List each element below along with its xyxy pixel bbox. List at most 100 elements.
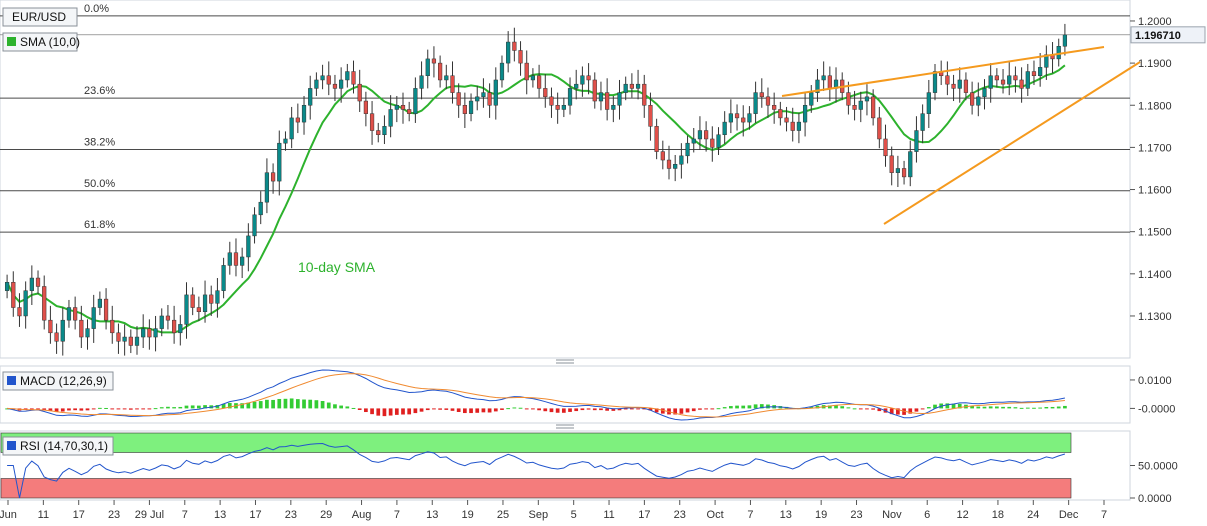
macd-histogram-bar [840,406,845,409]
candle-body [388,109,393,127]
candle-body [574,83,579,89]
candle-body [301,105,307,123]
macd-histogram-bar [561,408,566,413]
rsi-axis-label: 0.0000 [1138,493,1172,505]
macd-histogram-bar [370,408,374,415]
time-axis-label: 11 [603,509,614,521]
time-axis-label: 23 [674,509,686,521]
candle-body [1038,67,1043,76]
candle-body [1007,75,1012,85]
candle-body [908,151,913,178]
price-axis-label: 1.1600 [1138,185,1172,197]
candle-body [79,319,84,338]
candle-body [246,235,251,258]
macd-histogram-bar [623,408,628,410]
macd-legend-box[interactable] [2,371,114,391]
macd-histogram-bar [574,408,579,412]
sma-color-swatch [7,37,16,46]
macd-histogram-bar [289,398,294,409]
macd-histogram-bar [85,408,90,411]
candle-body [567,88,573,106]
candle-body [580,75,585,85]
splitter-handle-macd[interactable] [556,359,574,364]
macd-histogram-bar [759,404,764,409]
sma-legend-label: SMA (10,0) [20,35,80,49]
macd-histogram-bar [580,408,585,411]
rsi-legend-box[interactable] [2,436,114,456]
candle-body [852,105,857,110]
candle-body [233,252,239,266]
candle-body [450,75,455,93]
macd-histogram-bar [227,402,232,409]
macd-signal-line [7,373,1065,418]
candle-body [172,319,177,334]
candle-body [543,88,548,98]
candle-body [759,92,764,98]
candle-body [629,83,634,89]
macd-histogram-bar [865,408,869,410]
candle-body [512,41,517,51]
candle-body [1025,71,1030,89]
macd-histogram-bar [995,406,999,409]
time-axis-label: 17 [249,509,261,521]
candle-body [549,96,554,106]
macd-histogram-bar [475,408,480,413]
candle-body [54,332,59,342]
current-price-tag[interactable] [1130,26,1206,44]
macd-histogram-bar [747,405,752,409]
candle-body [994,75,999,81]
macd-histogram-bar [1007,406,1012,409]
candlesticks [4,23,1068,356]
macd-histogram-bar [1063,405,1067,409]
rsi-axis-label: 50.0000 [1138,461,1178,473]
fib-label: 61.8% [84,219,115,231]
candle-body [722,121,727,135]
candle-body [431,58,437,64]
candle-body [221,265,226,291]
macd-histogram-bar [970,405,974,409]
sma-polyline [6,64,1066,334]
macd-histogram-bar [42,408,47,410]
time-axis-label: Sep [529,509,549,521]
macd-histogram-bar [1038,407,1043,409]
time-axis-label: 13 [214,509,226,521]
candle-body [951,83,956,89]
macd-histogram-bar [469,408,473,414]
candle-body [673,164,678,169]
rsi-overbought-zone [0,432,1072,453]
macd-histogram-bar [339,405,343,409]
macd-histogram-bar [673,408,678,415]
candle-body [215,290,220,304]
time-axis-label: 19 [461,509,473,521]
time-axis-label: 19 [815,509,827,521]
candle-body [889,155,894,173]
macd-histogram-bar [753,404,758,409]
macd-histogram-bar [1056,406,1061,409]
time-axis-label: 17 [73,509,85,521]
candle-body [1019,79,1024,89]
macd-histogram-bar [203,405,207,409]
candle-body [400,105,406,110]
macd-histogram-bar [135,408,139,410]
candle-body [165,315,171,321]
candle-body [456,92,461,106]
macd-histogram-bar [413,408,418,414]
candle-body [4,282,10,291]
time-axis-label: 7 [1101,509,1107,521]
time-axis-label: 13 [780,509,792,521]
macd-histogram-bar [333,404,337,409]
candle-body [73,307,78,321]
candle-body [252,214,257,237]
splitter-handle-rsi[interactable] [556,424,574,429]
candle-body [976,96,981,106]
price-panel[interactable] [0,0,1131,359]
macd-histogram-bar [543,408,548,412]
sma-legend-box[interactable] [2,32,78,52]
symbol-box[interactable] [2,7,78,27]
candle-body [493,79,498,106]
macd-histogram-bar [877,408,882,412]
macd-histogram-bar [951,403,956,409]
time-axis-label: 11 [38,509,49,521]
candle-body [277,142,282,182]
candle-body [932,71,938,93]
